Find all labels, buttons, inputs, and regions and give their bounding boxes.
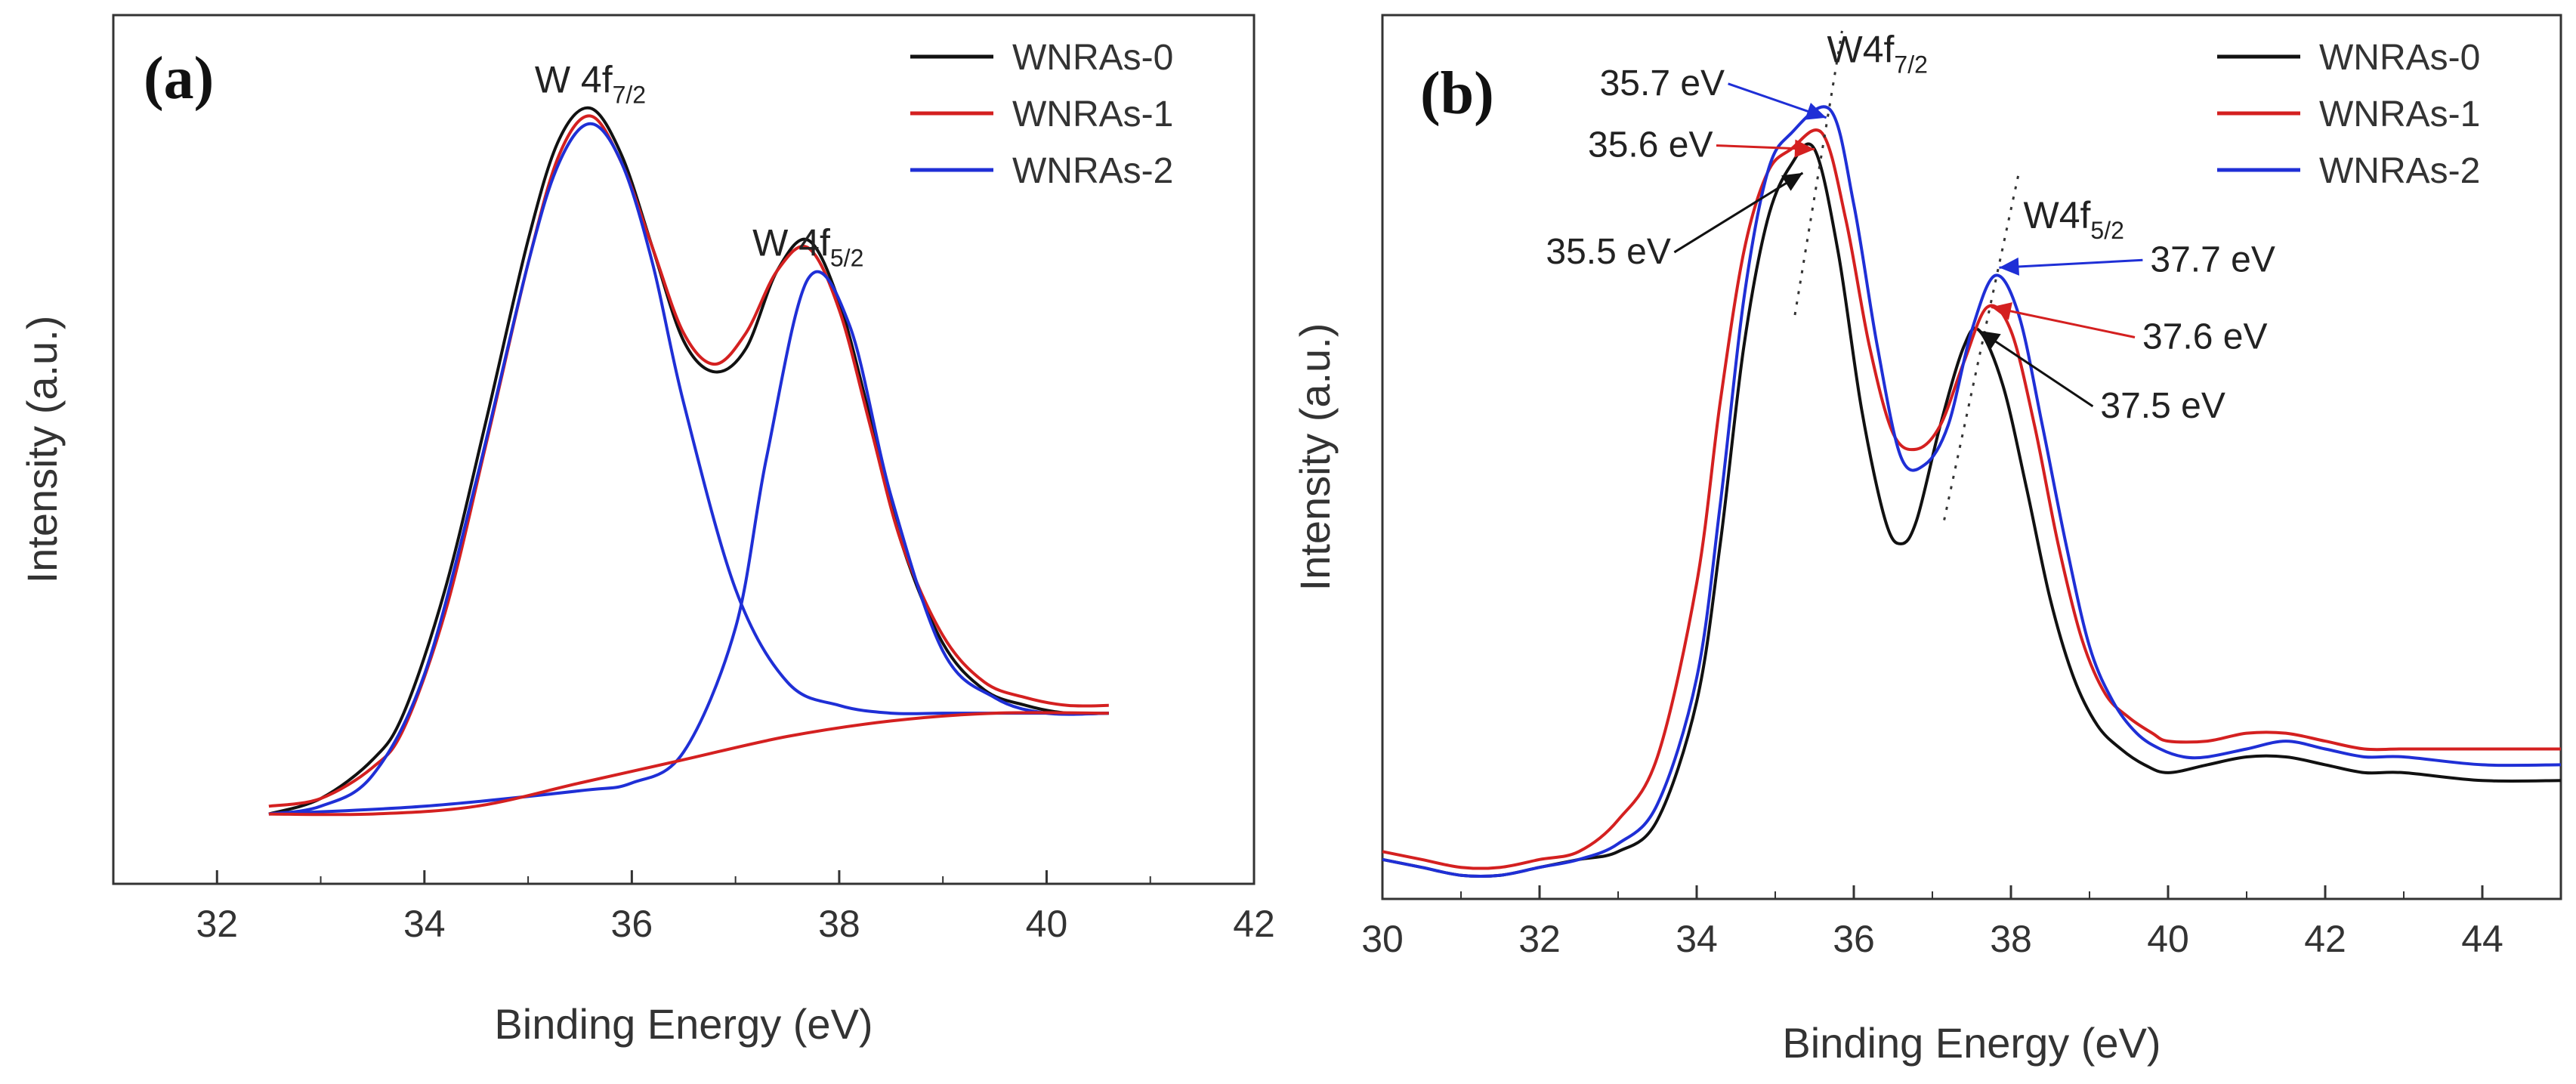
panel-b-annotation-arrowhead xyxy=(1805,102,1827,120)
panel-b-series xyxy=(1382,105,2562,878)
panel-b-annotation-arrowhead xyxy=(1794,139,1815,158)
panel-b-peak-label: W4f7/2 xyxy=(1827,29,1928,79)
panel-a-x-tick-label: 34 xyxy=(403,903,446,945)
panel-b-annotation-arrow xyxy=(1991,306,2136,338)
panel-b-peak-labels: W4f7/2 W4f5/2 xyxy=(1827,29,2124,244)
panel-b-annotation-label: 37.6 eV xyxy=(2142,317,2267,357)
panel-a-x-tick-label: 38 xyxy=(818,903,860,945)
panel-b-peak-guides xyxy=(1793,30,2020,520)
panel-b-annotation-arrowhead xyxy=(1991,302,2012,320)
panel-b-annotation-arrowhead xyxy=(1781,172,1803,191)
panel-a-series-w4f7-2-fit-component xyxy=(268,270,1109,816)
panel-b-x-tick-label: 42 xyxy=(2304,918,2346,960)
panel-b-plot-frame xyxy=(1381,14,2562,900)
panel-b-annotation-arrow xyxy=(1673,171,1804,254)
panel-a-series-wnras-0 xyxy=(268,106,1109,816)
panel-b-legend: WNRAs-0 WNRAs-1 WNRAs-2 xyxy=(2217,38,2480,191)
panel-b-x-tick-label: 44 xyxy=(2461,918,2503,960)
panel-b-annotation-label: 35.5 eV xyxy=(1546,232,1670,272)
panel-b-guide-line xyxy=(1943,172,2020,520)
panel-b-peak-label: W4f5/2 xyxy=(2024,194,2124,244)
panel-b-annotations: 35.7 eV 35.6 eV 35.5 eV 37.7 eV 37.6 eV 37.5 … xyxy=(1546,63,2275,426)
panel-a: (a) 32 34 36 38 40 42 W 4f7/2W 4f5/2 WNRAs-0W… xyxy=(18,14,1275,1048)
panel-b-legend-entry: WNRAs-0 xyxy=(2319,38,2480,78)
panel-a-plot-frame xyxy=(112,14,1256,885)
panel-a-x-tick-label: 36 xyxy=(611,903,653,945)
panel-b-annotation-label: 37.7 eV xyxy=(2150,239,2275,279)
panel-a-legend-entry: WNRAs-2 xyxy=(1012,151,1173,191)
panel-b-x-tick-label: 38 xyxy=(1990,918,2032,960)
panel-a-peak-label: W 4f7/2 xyxy=(535,59,646,109)
panel-b-label: (b) xyxy=(1420,60,1494,127)
panel-b-annotation-label: 35.6 eV xyxy=(1588,125,1713,165)
panel-a-x-ticks: 32 34 36 38 40 42 xyxy=(196,870,1275,945)
panel-a-x-axis-title: Binding Energy (eV) xyxy=(494,1000,873,1048)
panel-a-series-wnras-1 xyxy=(268,114,1109,808)
panel-b-y-axis-title: Intensity (a.u.) xyxy=(1291,323,1339,591)
panel-a-series-background xyxy=(268,711,1109,817)
panel-a-legend-entry: WNRAs-1 xyxy=(1012,94,1173,134)
panel-b-annotation-label: 37.5 eV xyxy=(2100,386,2225,426)
panel-a-x-tick-label: 42 xyxy=(1233,903,1275,945)
panel-b-x-tick-label: 40 xyxy=(2147,918,2189,960)
panel-a-x-tick-label: 32 xyxy=(196,903,238,945)
panel-a-legend-entry: WNRAs-0 xyxy=(1012,38,1173,78)
panel-b-legend-entry: WNRAs-2 xyxy=(2319,151,2480,191)
panel-b-series-wnras-2 xyxy=(1382,105,2562,878)
panel-a-y-axis-title: Intensity (a.u.) xyxy=(18,316,66,584)
panel-b: (b) 30 32 34 36 38 40 42 44 W4f7/2 W4f5/2 35.7 e… xyxy=(1291,14,2562,1067)
panel-b-series-wnras-0 xyxy=(1382,142,2562,878)
panel-a-series xyxy=(268,106,1109,817)
panel-b-x-tick-label: 34 xyxy=(1676,918,1718,960)
panel-b-annotation-label: 35.7 eV xyxy=(1600,63,1725,103)
panel-a-legend: WNRAs-0 WNRAs-1 WNRAs-2 xyxy=(910,38,1173,191)
panel-b-annotation-arrow xyxy=(1999,258,2143,269)
panel-a-label: (a) xyxy=(144,45,214,112)
panel-b-annotation-arrowhead xyxy=(1979,330,2001,350)
panel-b-x-tick-label: 32 xyxy=(1518,918,1561,960)
panel-b-annotation-arrow xyxy=(1978,329,2094,408)
panel-b-legend-entry: WNRAs-1 xyxy=(2319,94,2480,134)
panel-b-x-ticks: 30 32 34 36 38 40 42 44 xyxy=(1361,885,2503,960)
panel-b-annotation-arrowhead xyxy=(1999,257,2019,276)
panel-a-peak-labels: W 4f7/2 W 4f5/2 xyxy=(535,59,864,272)
panel-b-series-wnras-1 xyxy=(1382,128,2561,870)
panel-b-x-axis-title: Binding Energy (eV) xyxy=(1782,1019,2161,1067)
panel-b-x-tick-label: 36 xyxy=(1833,918,1875,960)
panel-a-series-wnras-2 xyxy=(268,122,1109,816)
panel-b-x-tick-label: 30 xyxy=(1361,918,1404,960)
panel-a-peak-label: W 4f5/2 xyxy=(752,221,863,271)
panel-a-x-tick-label: 40 xyxy=(1026,903,1068,945)
